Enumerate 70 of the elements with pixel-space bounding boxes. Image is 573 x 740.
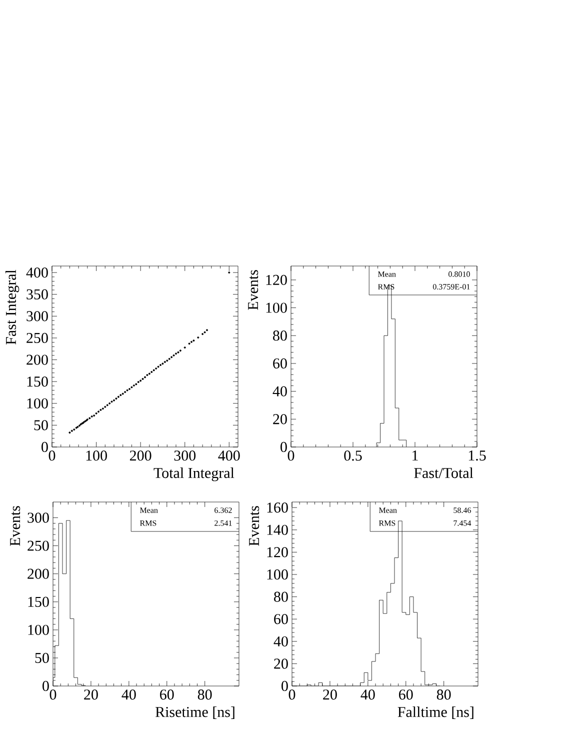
y-tick-label: 20	[274, 658, 288, 669]
x-tick-label: 400	[218, 450, 240, 461]
annotation: Mean	[378, 271, 396, 277]
annotation: Mean	[378, 508, 397, 513]
x-tick-label: 60	[160, 690, 174, 700]
annotation: 58.46	[454, 508, 471, 513]
annotation: 0.8010	[448, 271, 470, 277]
x-tick-label: 80	[436, 690, 451, 700]
y-tick-label: 150	[27, 376, 48, 387]
y-tick-label: 100	[266, 302, 287, 313]
y-tick-label: 150	[28, 596, 49, 607]
y-tick-label: 0	[42, 680, 49, 692]
annotation: 2.541	[214, 520, 232, 526]
x-tick-label: 1.5	[468, 450, 486, 461]
y-tick-label: 0	[280, 442, 287, 452]
y-tick-label: 200	[28, 568, 49, 579]
y-tick-label: 80	[274, 592, 288, 602]
y-axis-title: Events	[248, 270, 258, 310]
annotation: RMS	[140, 520, 156, 526]
y-tick-label: 160	[267, 502, 288, 513]
annotation: 7.454	[454, 520, 472, 526]
y-axis-title: Fast Integral	[5, 270, 20, 344]
y-tick-label: 350	[26, 289, 48, 300]
annotation: 0.3759E-01	[432, 284, 470, 290]
y-tick-label: 60	[273, 358, 287, 369]
y-tick-label: 100	[267, 569, 288, 580]
annotation: Mean	[140, 508, 158, 513]
x-tick-label: 40	[360, 690, 375, 700]
y-tick-label: 50	[35, 652, 49, 663]
x-tick-label: 40	[122, 690, 136, 700]
annotation: RMS	[378, 520, 396, 526]
x-axis-title: Fast/Total	[414, 468, 474, 478]
x-tick-label: 0	[48, 450, 56, 461]
y-tick-label: 200	[26, 354, 48, 365]
y-tick-label: 40	[274, 636, 288, 646]
y-tick-label: 120	[267, 547, 288, 558]
x-tick-label: 20	[323, 690, 337, 700]
x-tick-label: 100	[86, 450, 107, 461]
y-tick-label: 60	[274, 614, 288, 624]
annotation: 6.362	[214, 508, 232, 513]
x-tick-label: 0.5	[344, 450, 362, 461]
y-tick-label: 120	[266, 274, 287, 285]
x-tick-label: 1	[412, 450, 418, 460]
y-tick-label: 0	[282, 680, 288, 692]
x-axis-title: Falltime [ns]	[398, 706, 474, 719]
x-tick-label: 300	[174, 450, 196, 461]
y-tick-label: 80	[273, 330, 287, 341]
x-tick-label: 0	[288, 450, 294, 461]
x-tick-label: 0	[288, 690, 296, 700]
y-tick-label: 100	[27, 398, 48, 408]
y-tick-label: 140	[267, 524, 288, 535]
x-axis-title: Total Integral	[154, 468, 234, 482]
x-tick-label: 0	[50, 690, 56, 700]
y-tick-label: 300	[28, 512, 49, 523]
x-tick-label: 20	[84, 690, 98, 700]
x-tick-label: 80	[198, 690, 212, 700]
y-tick-label: 0	[42, 442, 48, 452]
y-tick-label: 20	[273, 414, 287, 424]
y-tick-label: 100	[28, 624, 49, 635]
y-tick-label: 250	[28, 540, 49, 551]
y-axis-title: Events	[10, 506, 20, 546]
x-axis-title: Risetime [ns]	[155, 706, 234, 719]
y-tick-label: 50	[34, 420, 48, 430]
x-tick-label: 60	[399, 690, 413, 700]
y-tick-label: 300	[26, 311, 48, 322]
y-tick-label: 250	[26, 332, 48, 344]
x-tick-label: 200	[130, 450, 152, 461]
y-tick-label: 400	[26, 267, 48, 278]
y-tick-label: 40	[272, 386, 287, 396]
y-axis-title: Events	[249, 506, 260, 546]
